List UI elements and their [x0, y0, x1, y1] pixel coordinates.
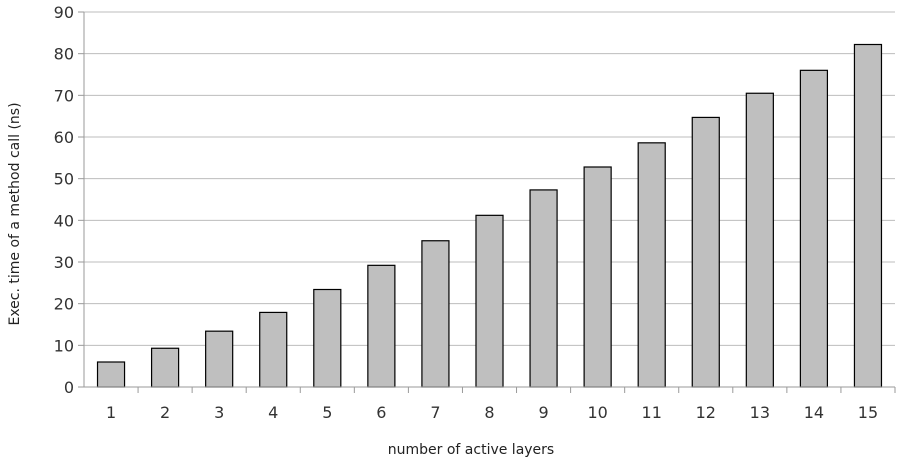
bar — [367, 264, 396, 388]
bar — [691, 116, 720, 388]
x-tick-labels: 1 2 3 4 5 6 7 8 9 10 11 12 13 14 15 — [106, 387, 896, 422]
y-tick-label: 80 — [54, 45, 74, 64]
bar — [637, 142, 666, 388]
y-tick-label: 70 — [54, 86, 74, 105]
x-tick-label: 8 — [484, 403, 494, 422]
x-tick-label: 3 — [214, 403, 224, 422]
x-tick-label: 7 — [430, 403, 440, 422]
bar — [259, 311, 288, 388]
y-tick-label: 90 — [54, 3, 74, 22]
bars — [96, 43, 883, 388]
x-tick-label: 10 — [587, 403, 607, 422]
x-axis-title: number of active layers — [388, 442, 554, 458]
y-tick-label: 20 — [54, 295, 74, 314]
x-tick-label: 9 — [538, 403, 548, 422]
x-tick-label: 5 — [322, 403, 332, 422]
y-tick-labels: 0 10 20 30 40 50 60 70 80 90 — [54, 3, 74, 397]
y-tick-label: 60 — [54, 128, 74, 147]
bar — [799, 69, 829, 388]
bar — [150, 347, 180, 388]
y-tick-label: 40 — [54, 211, 74, 230]
y-tick-label: 10 — [54, 336, 74, 355]
bar — [421, 240, 450, 388]
bar — [475, 214, 504, 388]
x-tick-label: 12 — [696, 403, 716, 422]
x-tick-label: 15 — [858, 403, 878, 422]
bar — [583, 166, 612, 388]
x-tick-label: 4 — [268, 403, 278, 422]
bar — [96, 361, 126, 388]
x-tick-label: 6 — [376, 403, 386, 422]
y-tick-label: 0 — [64, 378, 74, 397]
bar — [745, 92, 774, 388]
y-tick-label: 50 — [54, 170, 74, 189]
y-axis-title: Exec. time of a method call (ns) — [7, 102, 23, 325]
x-tick-label: 11 — [642, 403, 662, 422]
y-tick-label: 30 — [54, 253, 74, 272]
bar — [205, 330, 234, 388]
bar — [313, 288, 342, 388]
x-tick-label: 1 — [106, 403, 116, 422]
x-tick-label: 13 — [750, 403, 770, 422]
bar — [853, 43, 883, 388]
x-tick-label: 2 — [160, 403, 170, 422]
x-tick-label: 14 — [804, 403, 824, 422]
bar — [529, 189, 558, 388]
